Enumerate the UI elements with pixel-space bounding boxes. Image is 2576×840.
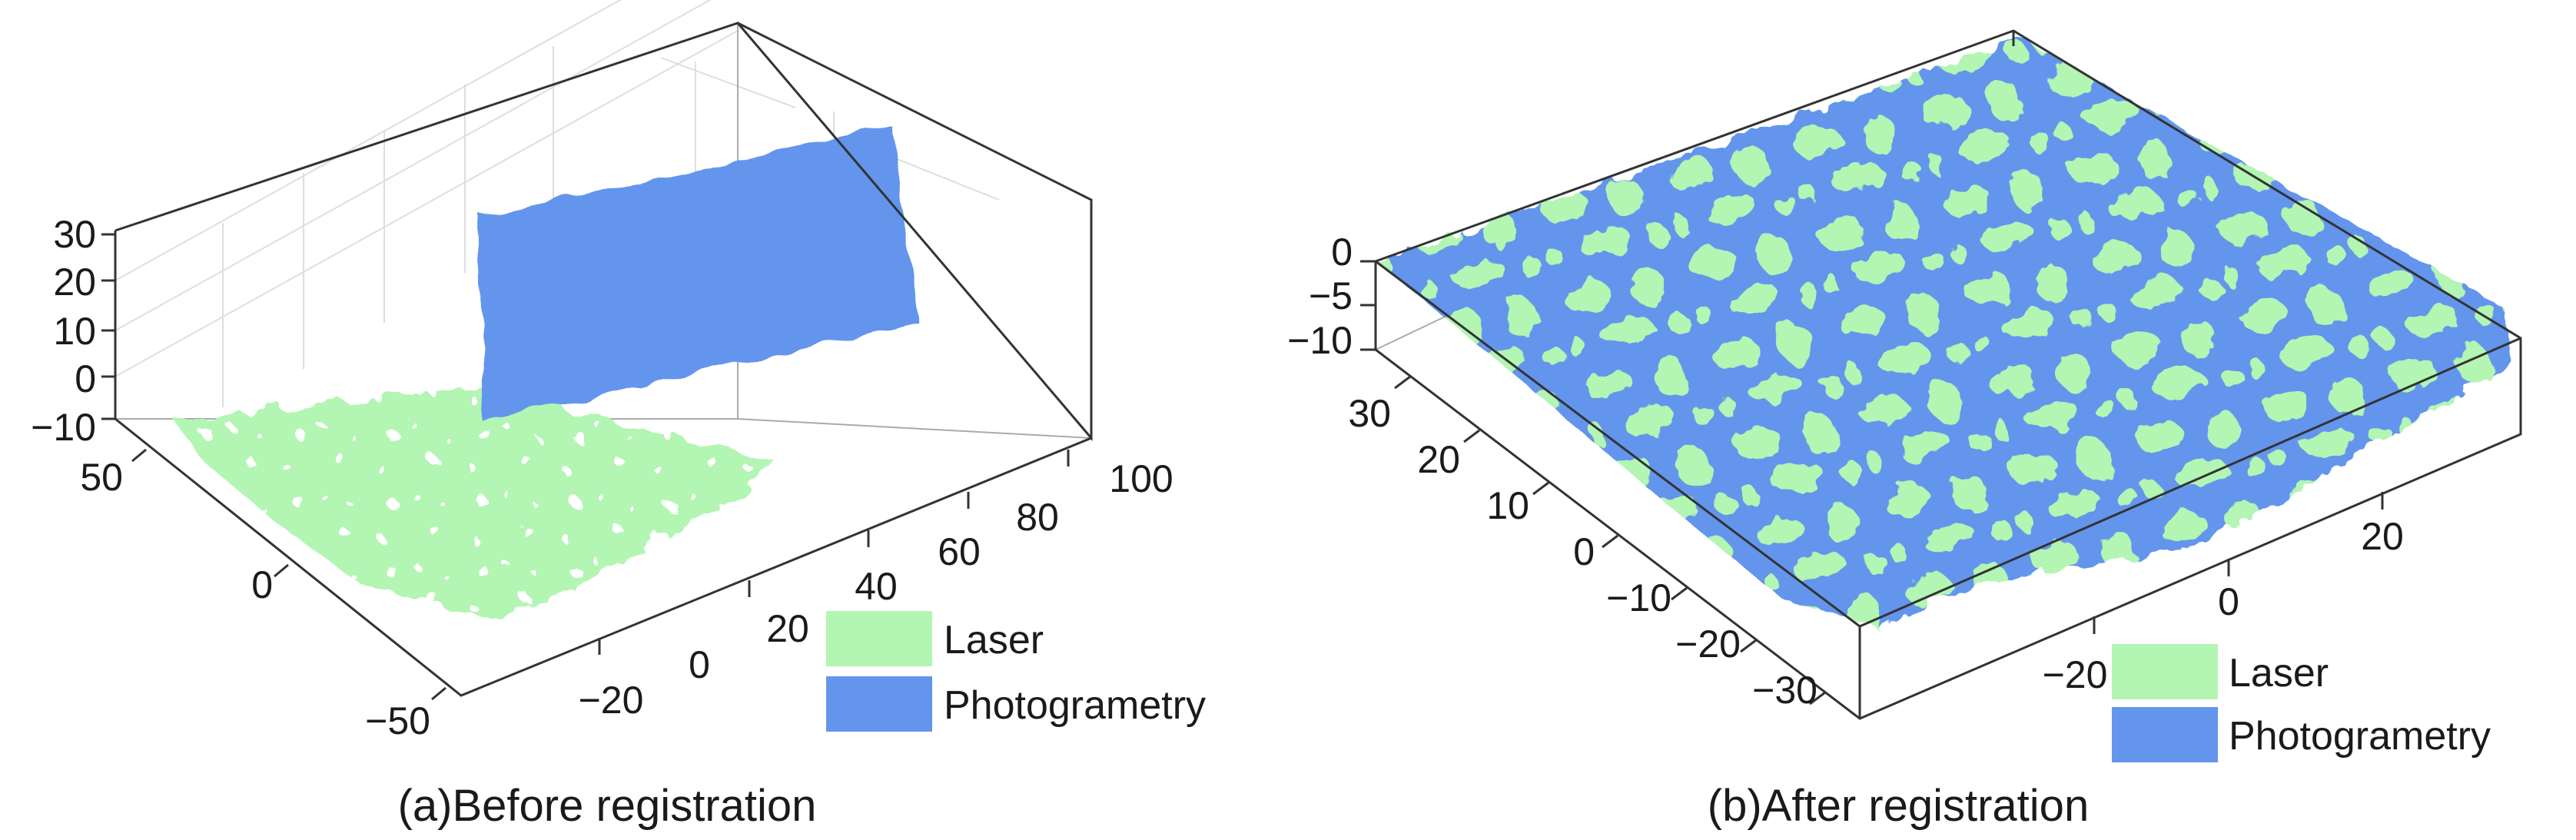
z-tick-label: 0 [1331, 231, 1353, 274]
y-tick-label: −50 [365, 699, 430, 742]
y-tick-label: 30 [1348, 392, 1391, 435]
caption-b: (b)After registration [1708, 781, 2089, 831]
registered-surface-b [1376, 38, 2511, 626]
legend-swatch-photogrammetry [826, 676, 932, 732]
legend-label-laser: Laser [2229, 651, 2329, 696]
x-tick-label: 60 [938, 530, 981, 573]
z-tick-label: −10 [31, 406, 96, 449]
legend-a: Laser Photogrametry [826, 611, 1206, 732]
x-tick-label: 40 [855, 565, 898, 608]
caption-a: (a)Before registration [398, 781, 817, 831]
legend-swatch-laser [2112, 644, 2218, 699]
legend-b: Laser Photogrametry [2112, 644, 2491, 762]
x-tick-label: 20 [766, 607, 809, 650]
z-tick-label: 30 [53, 213, 96, 256]
z-tick-label: −5 [1309, 274, 1353, 317]
legend-swatch-laser [826, 611, 932, 666]
z-tick-label: −10 [1287, 319, 1353, 362]
x-tick-label: 80 [1016, 496, 1059, 539]
y-tick-label: −10 [1606, 576, 1671, 619]
legend-swatch-photogrammetry [2112, 707, 2218, 762]
panel-after-registration: 0 −5 −10 30 20 10 0 −10 −20 −30 −20 0 20… [1287, 29, 2522, 831]
x-tick-label: −20 [2043, 653, 2108, 696]
photogrammetry-cloud-a [480, 127, 918, 421]
box-front-edges-b [1374, 29, 2522, 720]
panel-before-registration: 30 20 10 0 −10 50 0 −50 −20 0 20 40 60 8… [31, 0, 1206, 831]
x-tick-label: 0 [2218, 580, 2239, 623]
y-tick-label: −20 [1675, 623, 1741, 666]
box-front-edges-a [114, 22, 1093, 697]
tick-marks-a [101, 233, 1070, 701]
z-tick-label: 10 [53, 310, 96, 353]
legend-label-laser: Laser [944, 618, 1044, 662]
laser-cloud-a [175, 388, 776, 619]
z-tick-label: 0 [75, 357, 96, 400]
tick-marks-b [1360, 260, 2384, 706]
legend-label-photogrammetry: Photogrametry [2229, 714, 2491, 759]
y-tick-label: 0 [251, 563, 273, 606]
x-tick-label: 0 [689, 643, 710, 686]
x-tick-label: 100 [1109, 457, 1173, 500]
x-tick-label: −20 [579, 679, 644, 722]
z-tick-label: 20 [53, 261, 96, 304]
y-tick-label: 20 [1417, 438, 1460, 481]
legend-label-photogrammetry: Photogrametry [944, 683, 1206, 728]
y-tick-label: 0 [1573, 530, 1595, 573]
y-tick-label: 50 [80, 456, 123, 499]
y-tick-label: −30 [1752, 669, 1817, 712]
y-tick-label: 10 [1486, 484, 1529, 527]
x-tick-label: 20 [2361, 515, 2404, 558]
